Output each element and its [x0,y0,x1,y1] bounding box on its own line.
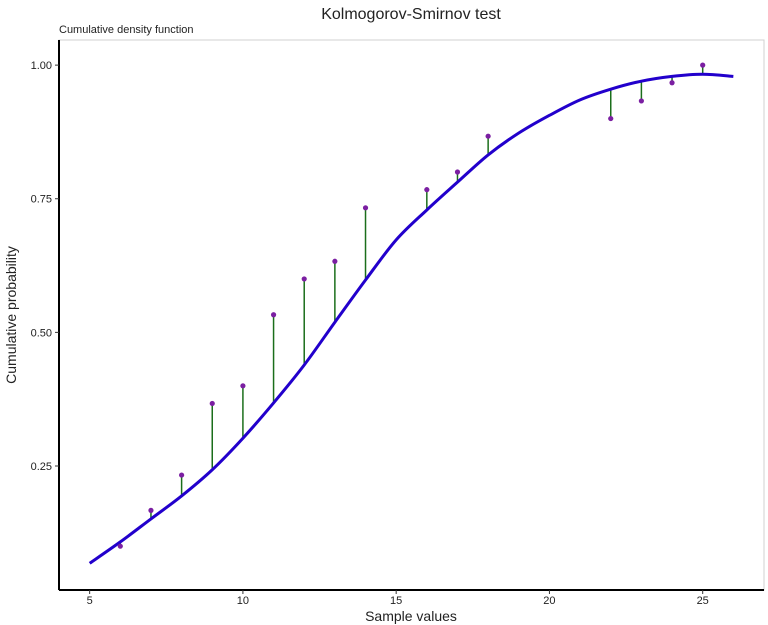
x-tick-label: 5 [87,595,93,607]
theoretical-cdf-curve [88,72,734,565]
x-tick-label: 25 [697,595,709,607]
ecdf-point [362,205,369,211]
ecdf-point [608,115,614,122]
y-tick-label: 0.75 [31,194,52,206]
ecdf-point [240,383,246,389]
ecdf-point [454,169,461,175]
ecdf-point [332,258,338,264]
ecdf-point [424,187,430,193]
chart-title: Kolmogorov-Smirnov test [321,6,501,23]
ecdf-point [148,507,154,513]
ecdf-point [700,62,706,68]
y-tick-label: 0.50 [31,327,52,339]
y-tick-label: 1.00 [31,60,52,72]
chart-subtitle: Cumulative density function [59,24,194,36]
ecdf-point [485,133,491,139]
x-axis-label: Sample values [365,608,457,624]
x-tick-label: 20 [543,595,555,607]
ecdf-point [669,80,675,86]
y-axis-label: Cumulative probability [3,246,19,384]
ecdf-point [270,312,277,318]
ecdf-point [209,400,215,407]
x-tick-label: 10 [237,595,249,607]
ecdf-point [117,543,123,549]
ecdf-point [301,276,307,282]
ecdf-point [179,472,185,478]
x-tick-label: 15 [390,595,402,607]
y-tick-label: 0.25 [31,461,52,473]
ecdf-point [638,98,644,104]
